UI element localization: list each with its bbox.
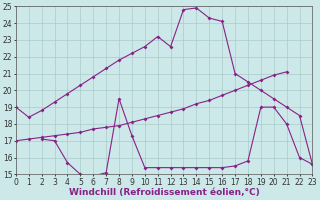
X-axis label: Windchill (Refroidissement éolien,°C): Windchill (Refroidissement éolien,°C) [69,188,260,197]
